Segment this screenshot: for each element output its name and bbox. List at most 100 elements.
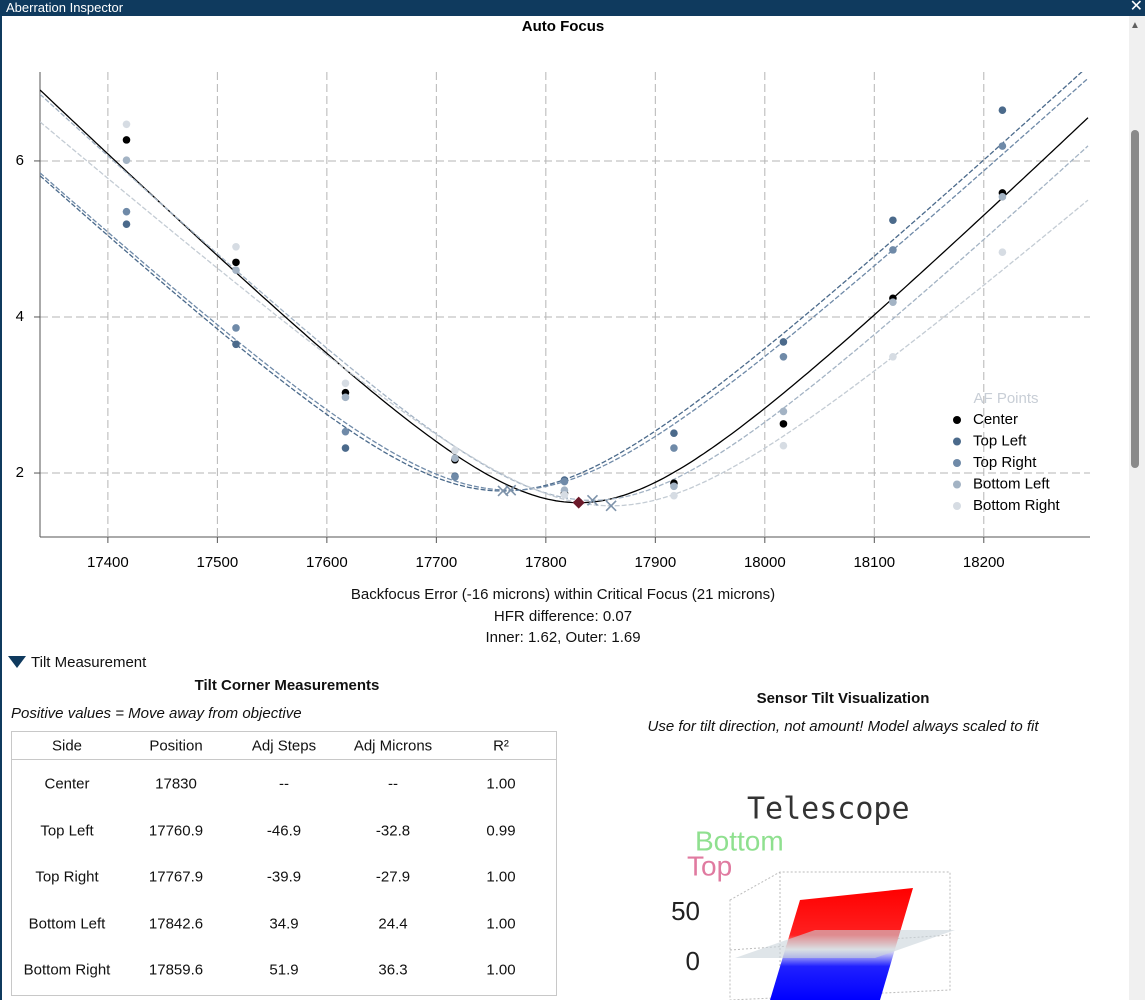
viz-label: Bottom [695, 825, 784, 856]
viz-title: Sensor Tilt Visualization [756, 690, 930, 707]
data-point [451, 473, 459, 481]
x-tick-label: 17700 [415, 554, 457, 571]
x-tick-label: 18100 [853, 554, 895, 571]
data-point [232, 266, 240, 274]
data-point [779, 338, 788, 346]
data-point [122, 207, 131, 216]
legend-label: Top Right [973, 454, 1037, 471]
column-header: Adj Steps [251, 737, 317, 755]
table-cell: 51.9 [269, 961, 299, 979]
y-tick-label: 2 [16, 464, 24, 481]
y-tick-label: 4 [16, 308, 24, 325]
table-cell: Bottom Left [28, 915, 106, 932]
viz-label: Top [687, 850, 732, 881]
fit-curve [40, 89, 1089, 504]
focus-minimum [505, 484, 517, 496]
column-header: Side [51, 737, 83, 755]
table-cell: 24.4 [378, 915, 408, 932]
y-tick-label: 6 [16, 152, 24, 169]
expander-arrow[interactable] [7, 655, 27, 669]
table-cell: -- [279, 775, 289, 793]
legend-label: Bottom Right [973, 497, 1061, 514]
data-point [779, 407, 788, 416]
fit-curve [40, 72, 1083, 492]
table-cell: -- [388, 775, 398, 793]
data-point [998, 142, 1007, 150]
data-point [122, 156, 131, 164]
data-point [232, 258, 240, 267]
table-cell: 0.99 [486, 822, 516, 839]
data-point [779, 420, 788, 428]
legend-label: Center [973, 411, 1018, 428]
table-cell: -27.9 [375, 868, 411, 886]
table-cell: -32.8 [375, 822, 411, 839]
scroll-up[interactable]: ▲ [1130, 20, 1140, 31]
table-cell: 17830 [155, 775, 197, 793]
table-cell: 1.00 [486, 868, 516, 886]
scroll-thumb[interactable] [1131, 130, 1139, 468]
legend-title: AF Points [973, 390, 1038, 407]
data-point [889, 352, 897, 361]
table-cell: Top Left [40, 822, 94, 839]
data-point [889, 246, 897, 254]
data-point [341, 379, 350, 388]
data-point [779, 352, 788, 361]
title-bar [0, 0, 1145, 16]
x-tick-label: 17600 [306, 554, 348, 571]
data-point [451, 446, 459, 455]
table-header: Side Position Adj Steps Adj Microns R² [12, 732, 556, 760]
window-frame [0, 16, 2, 1000]
column-header: Adj Microns [353, 737, 433, 755]
z-tick-label: 0 [686, 946, 700, 976]
data-point [889, 298, 897, 306]
data-point [232, 340, 240, 349]
legend-marker [953, 502, 961, 510]
x-tick-label: 17500 [197, 554, 239, 571]
data-point [341, 427, 350, 436]
reference-plane [735, 930, 955, 958]
data-point [670, 429, 678, 438]
section-title[interactable]: Tilt Measurement [31, 654, 147, 671]
legend-marker [953, 437, 961, 446]
table-cell: 1.00 [486, 775, 516, 793]
table-cell: Top Right [35, 868, 99, 886]
data-point [889, 216, 897, 225]
column-header: R² [493, 737, 509, 755]
fit-curve [40, 121, 1089, 507]
table-cell: 17767.9 [148, 868, 204, 886]
focus-summary: Backfocus Error (-16 microns) within Cri… [350, 586, 776, 603]
data-point [232, 324, 240, 332]
x-tick-label: 17800 [525, 554, 567, 571]
tilt-table: Side Position Adj Steps Adj Microns R² Cente… [11, 731, 557, 996]
focus-minimum [572, 496, 585, 509]
x-tick-label: 18000 [744, 554, 786, 571]
data-point [122, 220, 131, 228]
viz-label: Telescope [747, 792, 910, 827]
legend-label: Bottom Left [973, 475, 1051, 492]
data-point [779, 441, 788, 450]
data-point [998, 193, 1007, 201]
x-tick-label: 18200 [963, 554, 1005, 571]
legend-marker [953, 480, 961, 489]
data-point [232, 242, 240, 251]
table-cell: -46.9 [266, 822, 302, 839]
table-cell: Bottom Right [23, 961, 111, 979]
focus-summary: Inner: 1.62, Outer: 1.69 [485, 629, 641, 646]
fit-curve [40, 93, 1089, 501]
fit-curve [40, 77, 1089, 491]
focus-minimum [605, 500, 617, 512]
data-point [670, 482, 678, 491]
data-point [560, 491, 569, 499]
focus-summary: HFR difference: 0.07 [493, 608, 633, 625]
column-header: Position [149, 737, 203, 755]
data-point [122, 136, 131, 144]
close-button[interactable]: ✕ [1129, 0, 1143, 15]
x-tick-label: 17900 [634, 554, 676, 571]
table-cell: -39.9 [266, 868, 302, 886]
table-cell: 17859.6 [148, 961, 204, 979]
table-note: Positive values = Move away from objecti… [11, 705, 302, 722]
tilt-3d-view: Telescope Bottom Top 50 0 [671, 792, 955, 1000]
focus-minimum [586, 494, 599, 506]
table-cell: 1.00 [486, 961, 516, 979]
